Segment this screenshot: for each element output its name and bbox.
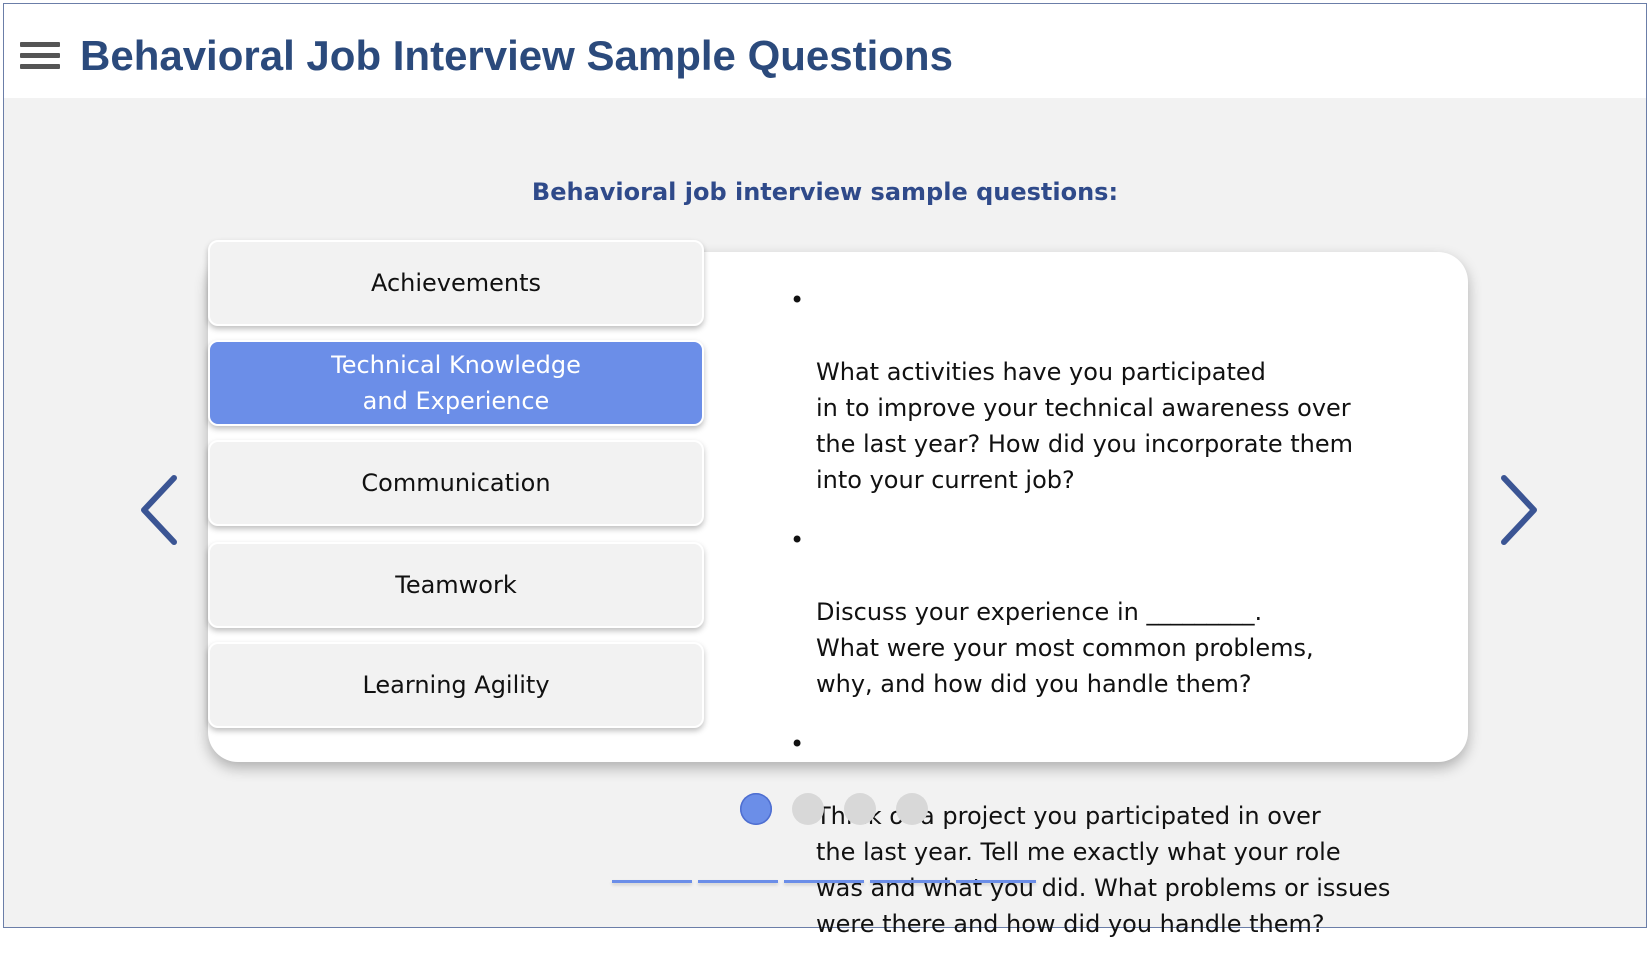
question-item: • Discuss your experience in _________. … — [790, 522, 1410, 702]
chevron-left-icon[interactable] — [136, 470, 186, 550]
question-text: What activities have you participated in… — [816, 358, 1354, 494]
tab-communication[interactable]: Communication — [208, 440, 704, 526]
pagination-dots — [740, 793, 928, 825]
page-dot-2[interactable] — [792, 793, 824, 825]
question-text: Discuss your experience in _________. Wh… — [816, 598, 1314, 698]
question-item: • Think of a project you participated in… — [790, 726, 1410, 942]
section-subtitle: Behavioral job interview sample question… — [531, 178, 1119, 206]
progress-segment — [870, 880, 950, 883]
bullet: • — [790, 526, 805, 554]
bullet: • — [790, 286, 805, 314]
progress-segment — [956, 880, 1036, 883]
page-title: Behavioral Job Interview Sample Question… — [80, 32, 953, 79]
tab-label: Teamwork — [395, 571, 517, 599]
progress-segment — [612, 880, 692, 883]
tab-technical-knowledge[interactable]: Technical Knowledge and Experience — [208, 340, 704, 426]
page-dot-4[interactable] — [896, 793, 928, 825]
hamburger-menu-icon[interactable] — [20, 42, 60, 72]
progress-bar — [612, 880, 1036, 883]
bullet: • — [790, 730, 805, 758]
question-list: • What activities have you participated … — [790, 282, 1410, 966]
tab-label: Technical Knowledge and Experience — [331, 351, 581, 415]
question-item: • What activities have you participated … — [790, 282, 1410, 498]
tab-label: Learning Agility — [362, 671, 550, 699]
page-dot-1[interactable] — [740, 793, 772, 825]
progress-segment — [698, 880, 778, 883]
tab-learning-agility[interactable]: Learning Agility — [208, 642, 704, 728]
tab-label: Achievements — [370, 269, 542, 297]
tab-label: Communication — [361, 469, 551, 497]
header-bar: Behavioral Job Interview Sample Question… — [4, 4, 1646, 98]
chevron-right-icon[interactable] — [1492, 470, 1542, 550]
progress-segment — [784, 880, 864, 883]
question-text: Think of a project you participated in o… — [816, 802, 1391, 938]
tab-teamwork[interactable]: Teamwork — [208, 542, 704, 628]
tab-achievements[interactable]: Achievements — [208, 240, 704, 326]
page-dot-3[interactable] — [844, 793, 876, 825]
